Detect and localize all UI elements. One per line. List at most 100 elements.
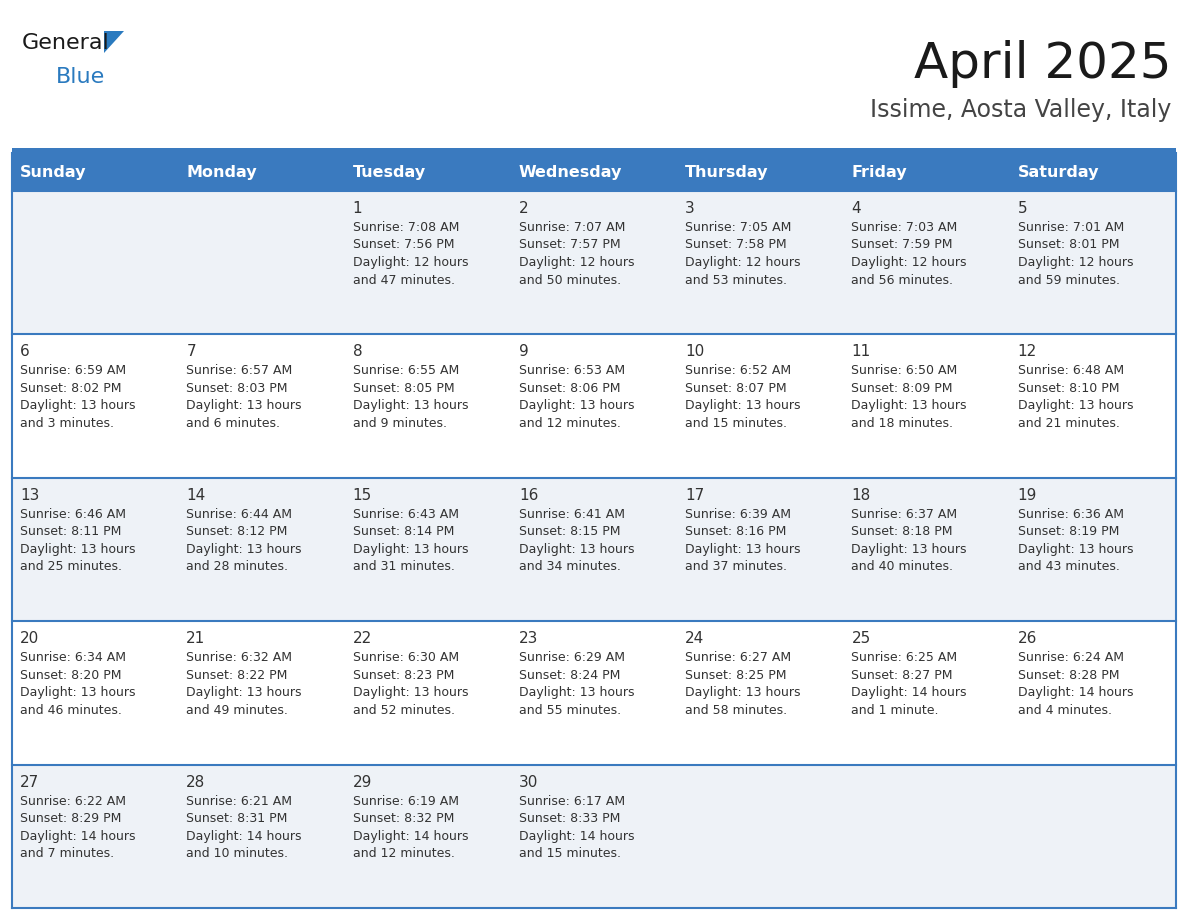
Text: Sunset: 8:27 PM: Sunset: 8:27 PM <box>852 668 953 682</box>
Text: 25: 25 <box>852 632 871 646</box>
Text: Sunrise: 6:36 AM: Sunrise: 6:36 AM <box>1018 508 1124 521</box>
Text: and 4 minutes.: and 4 minutes. <box>1018 704 1112 717</box>
Text: and 49 minutes.: and 49 minutes. <box>187 704 289 717</box>
Text: Daylight: 13 hours: Daylight: 13 hours <box>187 543 302 555</box>
Text: Sunset: 8:07 PM: Sunset: 8:07 PM <box>685 382 786 395</box>
Text: Daylight: 13 hours: Daylight: 13 hours <box>685 543 801 555</box>
Text: 14: 14 <box>187 487 206 503</box>
Text: Sunset: 8:18 PM: Sunset: 8:18 PM <box>852 525 953 538</box>
Text: Saturday: Saturday <box>1018 164 1099 180</box>
Text: 16: 16 <box>519 487 538 503</box>
Text: 20: 20 <box>20 632 39 646</box>
Text: and 56 minutes.: and 56 minutes. <box>852 274 954 286</box>
Text: 28: 28 <box>187 775 206 789</box>
Text: Daylight: 13 hours: Daylight: 13 hours <box>20 399 135 412</box>
Text: and 37 minutes.: and 37 minutes. <box>685 560 788 574</box>
Text: and 15 minutes.: and 15 minutes. <box>685 417 788 430</box>
Bar <box>511 153 677 191</box>
Text: Sunset: 7:58 PM: Sunset: 7:58 PM <box>685 239 786 252</box>
Text: 27: 27 <box>20 775 39 789</box>
Text: and 53 minutes.: and 53 minutes. <box>685 274 788 286</box>
Text: Sunset: 8:12 PM: Sunset: 8:12 PM <box>187 525 287 538</box>
Text: Daylight: 14 hours: Daylight: 14 hours <box>187 830 302 843</box>
Text: Daylight: 13 hours: Daylight: 13 hours <box>519 686 634 700</box>
Text: Wednesday: Wednesday <box>519 164 623 180</box>
Text: Daylight: 13 hours: Daylight: 13 hours <box>187 399 302 412</box>
Text: Sunset: 8:22 PM: Sunset: 8:22 PM <box>187 668 287 682</box>
Text: 6: 6 <box>20 344 30 360</box>
Text: and 50 minutes.: and 50 minutes. <box>519 274 621 286</box>
Text: Sunrise: 6:32 AM: Sunrise: 6:32 AM <box>187 651 292 665</box>
Text: 5: 5 <box>1018 201 1028 216</box>
Text: Daylight: 13 hours: Daylight: 13 hours <box>685 399 801 412</box>
Bar <box>12 191 1176 334</box>
Text: 8: 8 <box>353 344 362 360</box>
Text: Monday: Monday <box>187 164 257 180</box>
Text: and 59 minutes.: and 59 minutes. <box>1018 274 1120 286</box>
Text: Daylight: 13 hours: Daylight: 13 hours <box>353 399 468 412</box>
Text: and 40 minutes.: and 40 minutes. <box>852 560 954 574</box>
Text: Daylight: 13 hours: Daylight: 13 hours <box>519 543 634 555</box>
Text: 26: 26 <box>1018 632 1037 646</box>
Text: Daylight: 14 hours: Daylight: 14 hours <box>1018 686 1133 700</box>
Text: 17: 17 <box>685 487 704 503</box>
Text: Sunrise: 6:25 AM: Sunrise: 6:25 AM <box>852 651 958 665</box>
Bar <box>12 148 1176 153</box>
Text: Sunset: 8:24 PM: Sunset: 8:24 PM <box>519 668 620 682</box>
Text: 13: 13 <box>20 487 39 503</box>
Text: Daylight: 13 hours: Daylight: 13 hours <box>187 686 302 700</box>
Text: Daylight: 12 hours: Daylight: 12 hours <box>353 256 468 269</box>
Text: Sunrise: 6:34 AM: Sunrise: 6:34 AM <box>20 651 126 665</box>
Text: and 10 minutes.: and 10 minutes. <box>187 847 289 860</box>
Text: Daylight: 13 hours: Daylight: 13 hours <box>20 686 135 700</box>
Text: Sunset: 8:33 PM: Sunset: 8:33 PM <box>519 812 620 825</box>
Bar <box>677 153 843 191</box>
Text: Sunset: 8:19 PM: Sunset: 8:19 PM <box>1018 525 1119 538</box>
Text: and 21 minutes.: and 21 minutes. <box>1018 417 1119 430</box>
Text: Daylight: 12 hours: Daylight: 12 hours <box>852 256 967 269</box>
Text: 19: 19 <box>1018 487 1037 503</box>
Text: 29: 29 <box>353 775 372 789</box>
Text: Sunrise: 6:22 AM: Sunrise: 6:22 AM <box>20 795 126 808</box>
Text: Sunrise: 6:52 AM: Sunrise: 6:52 AM <box>685 364 791 377</box>
Bar <box>12 334 1176 477</box>
Text: Daylight: 14 hours: Daylight: 14 hours <box>20 830 135 843</box>
Text: Daylight: 13 hours: Daylight: 13 hours <box>1018 543 1133 555</box>
Text: Sunrise: 6:24 AM: Sunrise: 6:24 AM <box>1018 651 1124 665</box>
Bar <box>345 153 511 191</box>
Text: 18: 18 <box>852 487 871 503</box>
Text: Sunrise: 7:07 AM: Sunrise: 7:07 AM <box>519 221 625 234</box>
Text: Daylight: 14 hours: Daylight: 14 hours <box>852 686 967 700</box>
Text: Sunrise: 6:37 AM: Sunrise: 6:37 AM <box>852 508 958 521</box>
Text: and 31 minutes.: and 31 minutes. <box>353 560 455 574</box>
Text: Daylight: 12 hours: Daylight: 12 hours <box>519 256 634 269</box>
Text: Daylight: 12 hours: Daylight: 12 hours <box>685 256 801 269</box>
Text: Sunrise: 6:17 AM: Sunrise: 6:17 AM <box>519 795 625 808</box>
Bar <box>843 153 1010 191</box>
Text: Sunrise: 6:29 AM: Sunrise: 6:29 AM <box>519 651 625 665</box>
Text: Daylight: 13 hours: Daylight: 13 hours <box>353 543 468 555</box>
Text: Sunset: 8:09 PM: Sunset: 8:09 PM <box>852 382 953 395</box>
Bar <box>12 153 178 191</box>
Text: Sunset: 8:11 PM: Sunset: 8:11 PM <box>20 525 121 538</box>
Text: Sunset: 8:25 PM: Sunset: 8:25 PM <box>685 668 786 682</box>
Text: and 15 minutes.: and 15 minutes. <box>519 847 621 860</box>
Text: and 46 minutes.: and 46 minutes. <box>20 704 122 717</box>
Text: and 9 minutes.: and 9 minutes. <box>353 417 447 430</box>
Text: Daylight: 13 hours: Daylight: 13 hours <box>353 686 468 700</box>
Text: 30: 30 <box>519 775 538 789</box>
Text: Sunset: 8:06 PM: Sunset: 8:06 PM <box>519 382 620 395</box>
Text: Daylight: 13 hours: Daylight: 13 hours <box>519 399 634 412</box>
Text: Sunset: 8:29 PM: Sunset: 8:29 PM <box>20 812 121 825</box>
Text: Daylight: 12 hours: Daylight: 12 hours <box>1018 256 1133 269</box>
Text: Sunrise: 6:21 AM: Sunrise: 6:21 AM <box>187 795 292 808</box>
Text: Sunset: 8:20 PM: Sunset: 8:20 PM <box>20 668 121 682</box>
Text: Sunset: 8:01 PM: Sunset: 8:01 PM <box>1018 239 1119 252</box>
Text: Sunset: 8:15 PM: Sunset: 8:15 PM <box>519 525 620 538</box>
Text: and 7 minutes.: and 7 minutes. <box>20 847 114 860</box>
Text: Sunset: 8:02 PM: Sunset: 8:02 PM <box>20 382 121 395</box>
Text: and 28 minutes.: and 28 minutes. <box>187 560 289 574</box>
Text: Sunset: 8:05 PM: Sunset: 8:05 PM <box>353 382 454 395</box>
Bar <box>12 477 1176 621</box>
Text: 10: 10 <box>685 344 704 360</box>
